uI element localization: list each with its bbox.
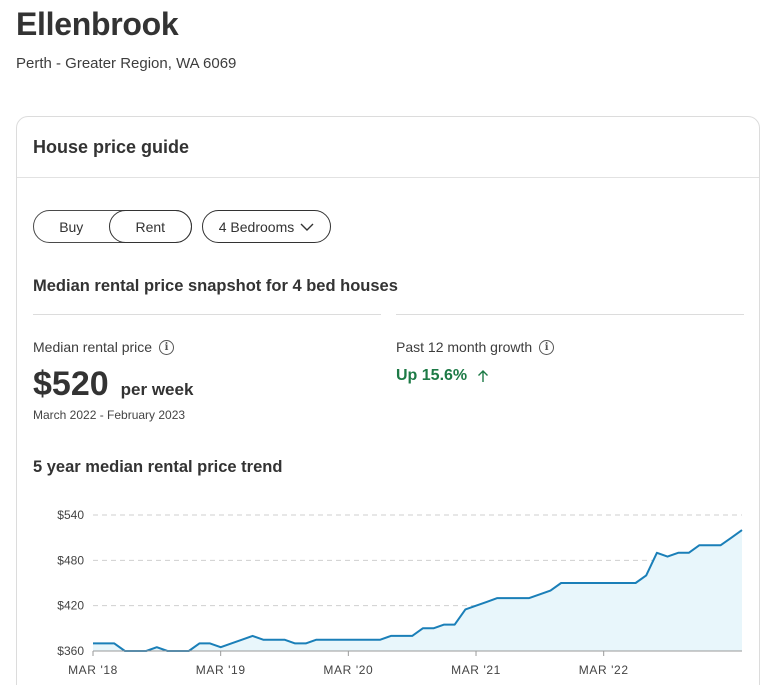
chevron-down-icon <box>300 223 314 231</box>
house-price-guide-card: House price guide Buy Rent 4 Bedrooms Me… <box>16 116 760 685</box>
suburb-region: Perth - Greater Region, WA 6069 <box>16 55 237 72</box>
x-tick-label: MAR '19 <box>196 663 246 677</box>
info-icon[interactable]: i <box>159 339 175 355</box>
divider <box>33 314 381 315</box>
card-header: House price guide <box>17 117 759 178</box>
x-tick-label: MAR '21 <box>451 663 501 677</box>
suburb-title: Ellenbrook <box>16 6 179 42</box>
y-tick-label: $360 <box>57 644 84 658</box>
info-icon[interactable]: i <box>539 339 555 355</box>
bedroom-select[interactable]: 4 Bedrooms <box>202 210 331 243</box>
y-tick-label: $420 <box>57 599 84 613</box>
buy-rent-toggle: Buy Rent <box>33 210 192 243</box>
growth-value: Up 15.6% <box>396 367 489 385</box>
growth-label-text: Past 12 month growth <box>396 339 533 355</box>
median-price: $520 per week <box>33 365 193 404</box>
x-tick-label: MAR '20 <box>323 663 373 677</box>
divider <box>396 314 744 315</box>
rent-option[interactable]: Rent <box>108 210 192 243</box>
trend-title: 5 year median rental price trend <box>33 458 283 476</box>
arrow-up-icon <box>478 370 489 382</box>
series-line <box>93 529 743 652</box>
price-value: $520 <box>33 365 109 403</box>
y-tick-label: $480 <box>57 553 84 567</box>
price-unit: per week <box>120 380 194 399</box>
snapshot-title: Median rental price snapshot for 4 bed h… <box>33 277 398 295</box>
buy-option[interactable]: Buy <box>59 218 84 235</box>
growth-value-text: Up 15.6% <box>396 367 468 384</box>
card-title: House price guide <box>33 137 190 157</box>
price-period: March 2022 - February 2023 <box>33 408 186 422</box>
growth-label: Past 12 month growth i <box>396 339 555 355</box>
bedroom-select-value: 4 Bedrooms <box>218 218 295 235</box>
y-tick-label: $540 <box>57 508 84 522</box>
median-label: Median rental price i <box>33 339 175 355</box>
median-label-text: Median rental price <box>33 339 153 355</box>
x-tick-label: MAR '18 <box>68 663 118 677</box>
x-tick-label: MAR '22 <box>579 663 629 677</box>
series-area <box>93 530 742 651</box>
